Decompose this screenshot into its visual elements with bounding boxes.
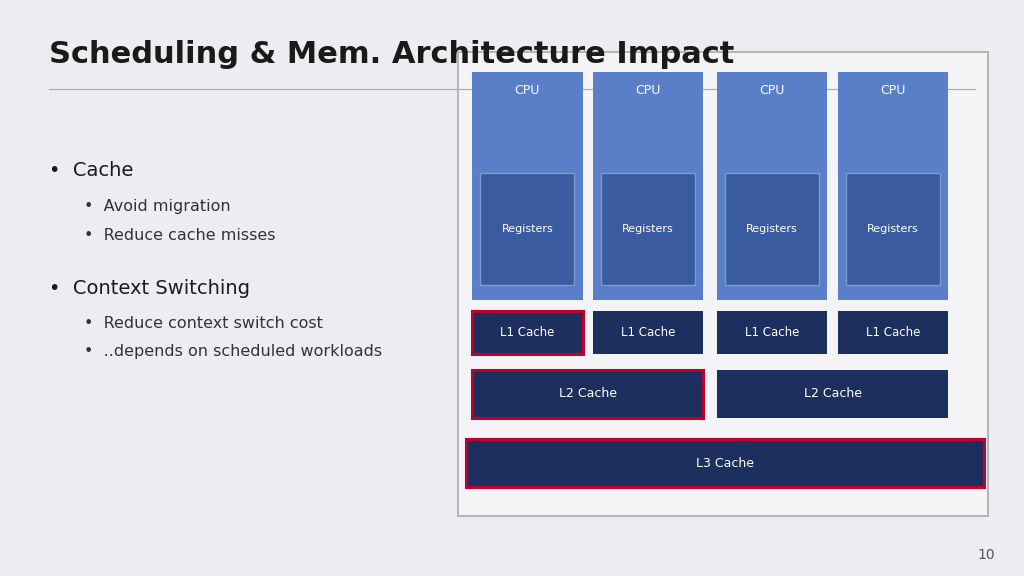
Text: •  Cache: • Cache <box>49 161 133 180</box>
Bar <box>466 439 984 487</box>
Bar <box>838 72 948 300</box>
Text: CPU: CPU <box>760 84 784 97</box>
Text: •  Context Switching: • Context Switching <box>49 279 250 298</box>
Bar <box>472 72 583 300</box>
Bar <box>717 311 827 354</box>
Bar <box>480 173 574 285</box>
Bar <box>717 370 948 418</box>
Text: 10: 10 <box>978 548 995 562</box>
Text: Registers: Registers <box>623 224 674 234</box>
Text: Registers: Registers <box>746 224 798 234</box>
Text: L2 Cache: L2 Cache <box>559 388 616 400</box>
Bar <box>472 311 583 354</box>
Text: CPU: CPU <box>515 84 540 97</box>
Bar <box>593 72 703 300</box>
Text: Registers: Registers <box>867 224 919 234</box>
Text: •  Avoid migration: • Avoid migration <box>84 199 230 214</box>
Text: L1 Cache: L1 Cache <box>865 326 921 339</box>
Bar <box>458 52 988 516</box>
Text: L1 Cache: L1 Cache <box>500 326 555 339</box>
Bar <box>593 311 703 354</box>
Text: L1 Cache: L1 Cache <box>621 326 676 339</box>
Bar <box>725 173 819 285</box>
Text: CPU: CPU <box>636 84 660 97</box>
Text: Registers: Registers <box>502 224 553 234</box>
Text: CPU: CPU <box>881 84 905 97</box>
Text: L1 Cache: L1 Cache <box>744 326 800 339</box>
Text: •  ..depends on scheduled workloads: • ..depends on scheduled workloads <box>84 344 382 359</box>
Bar <box>846 173 940 285</box>
Bar <box>472 370 703 418</box>
Bar <box>717 72 827 300</box>
Text: L3 Cache: L3 Cache <box>696 457 754 469</box>
Bar <box>838 311 948 354</box>
Bar <box>601 173 695 285</box>
Text: •  Reduce context switch cost: • Reduce context switch cost <box>84 316 323 331</box>
Text: L2 Cache: L2 Cache <box>804 388 861 400</box>
Text: Scheduling & Mem. Architecture Impact: Scheduling & Mem. Architecture Impact <box>49 40 734 69</box>
Text: •  Reduce cache misses: • Reduce cache misses <box>84 228 275 242</box>
